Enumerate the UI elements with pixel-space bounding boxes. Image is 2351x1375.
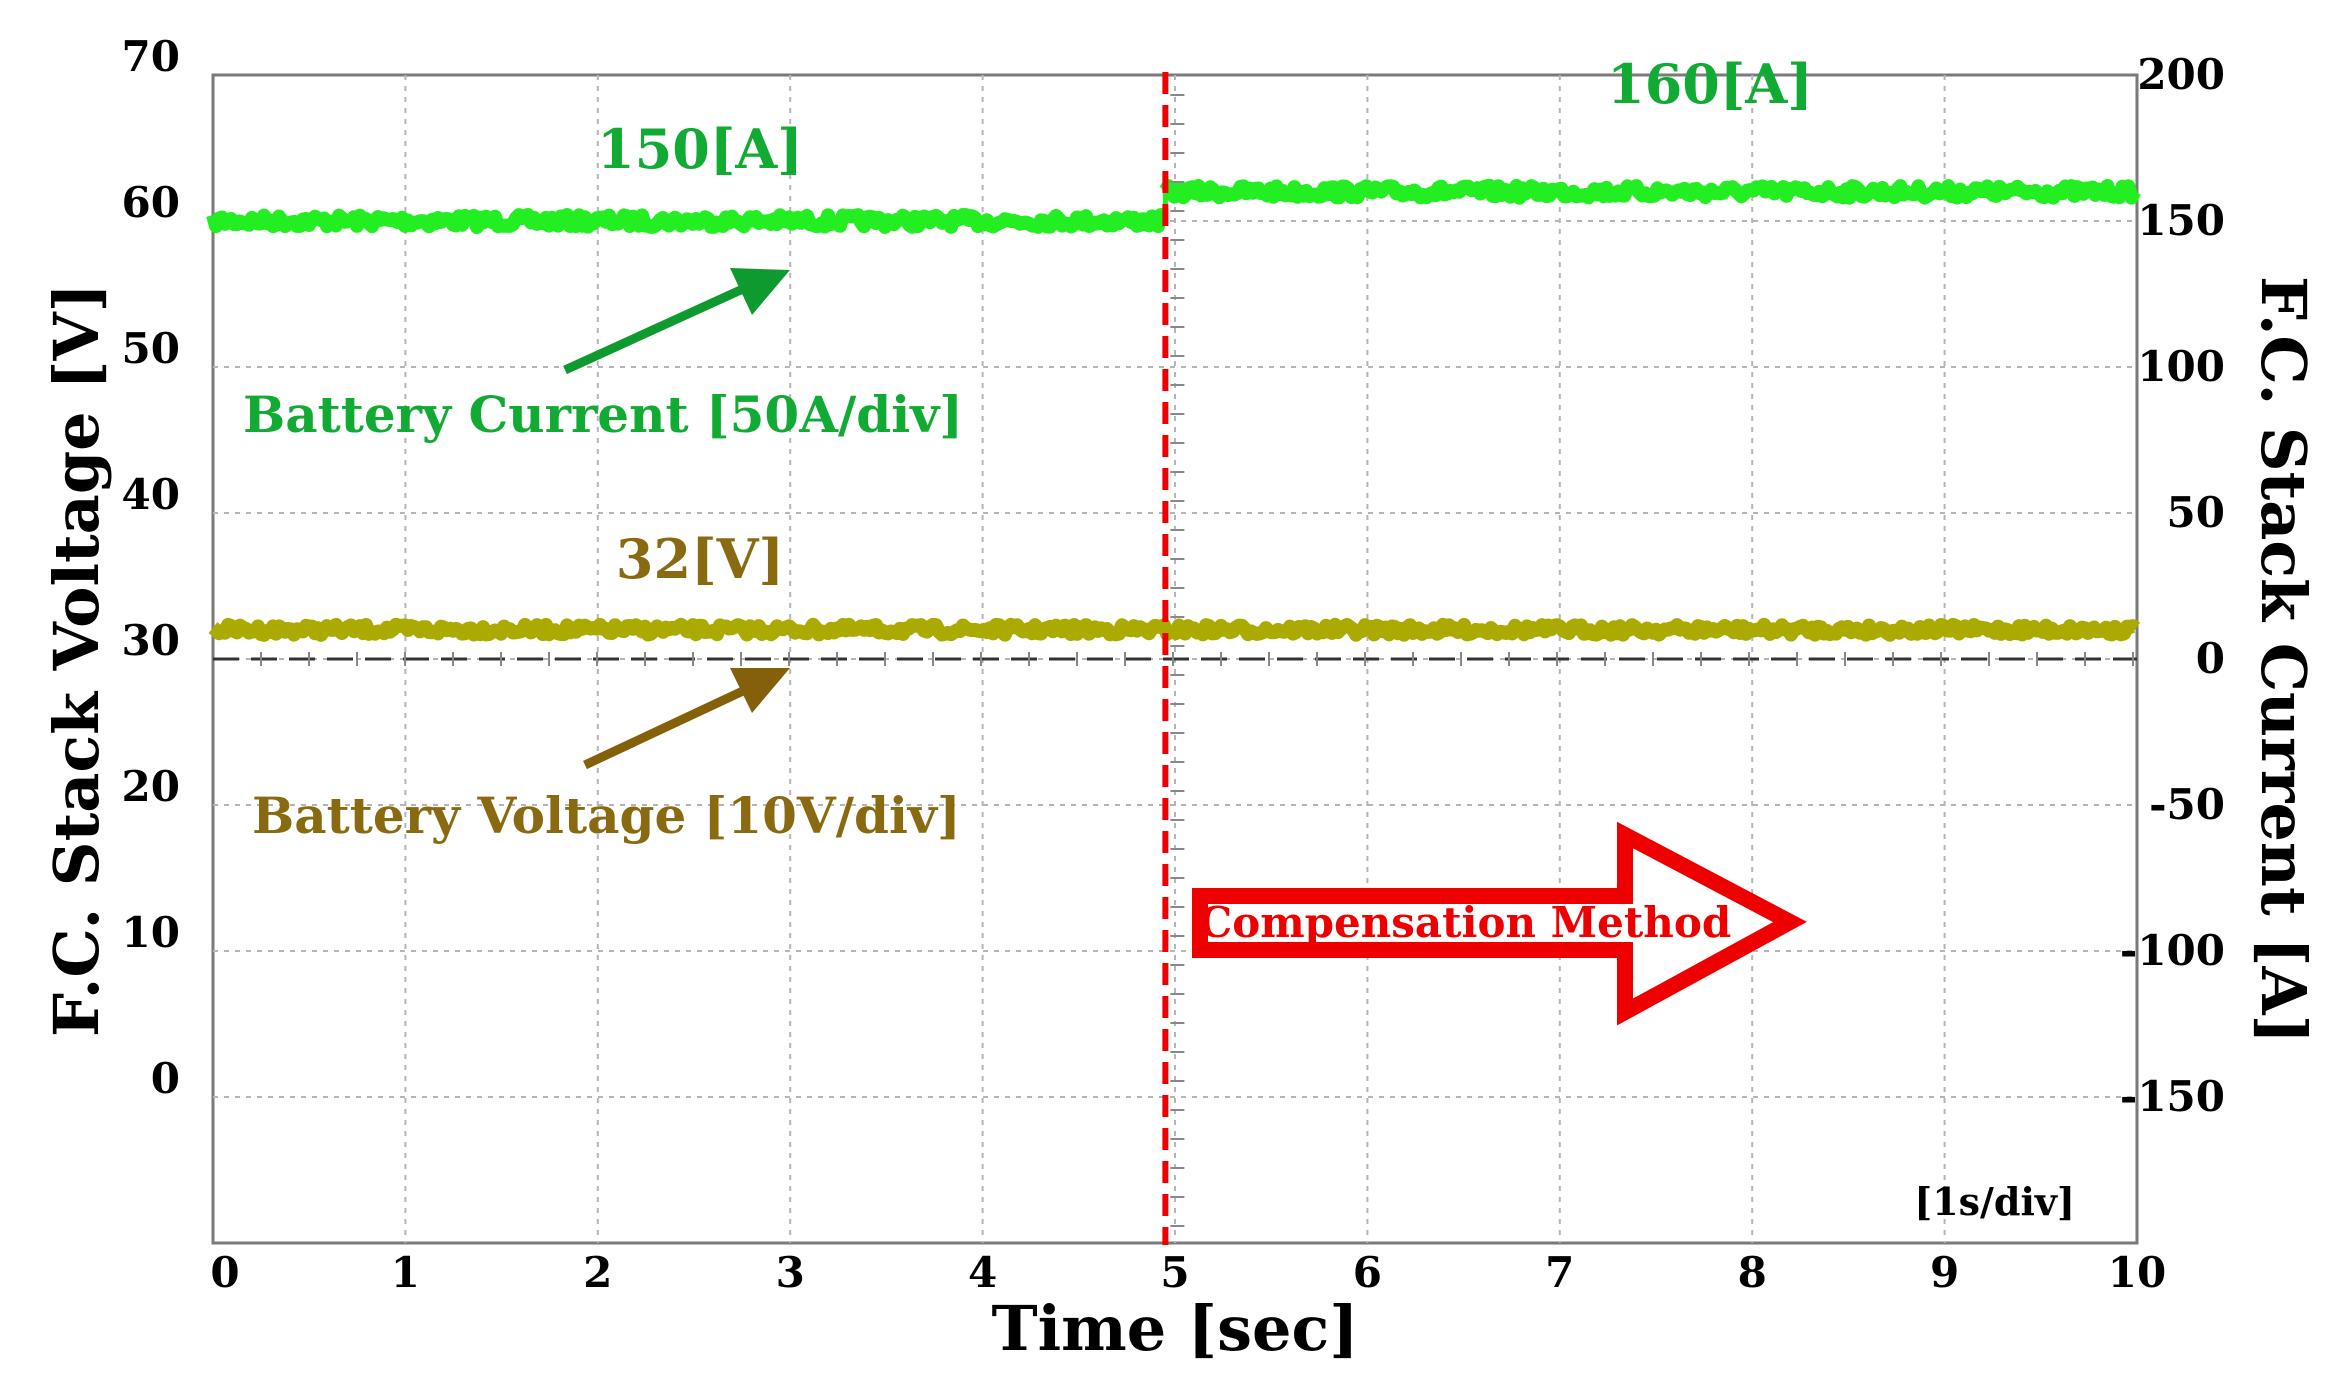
x-tick-label: 2 bbox=[583, 1248, 612, 1297]
ticks-group bbox=[260, 94, 2134, 1227]
compensation-method-label: Compensation Method bbox=[1199, 898, 1731, 947]
series-0-segment-0 bbox=[206, 208, 1168, 234]
y-right-tick-label: -100 bbox=[2120, 926, 2225, 975]
y-left-tick-label: 0 bbox=[151, 1054, 180, 1103]
series-0-segment-1 bbox=[1159, 178, 2141, 205]
y-left-axis-title: F.C. Stack Voltage [V] bbox=[40, 283, 113, 1037]
current-after-label: 160[A] bbox=[1607, 52, 1813, 116]
x-tick-label: 4 bbox=[968, 1248, 997, 1297]
x-axis-title: Time [sec] bbox=[991, 1292, 1358, 1365]
current-before-label: 150[A] bbox=[597, 117, 803, 181]
x-tick-label: 8 bbox=[1738, 1248, 1767, 1297]
series-1-segment-0 bbox=[208, 617, 2141, 642]
y-right-axis-title: F.C. Stack Current [A] bbox=[2247, 276, 2320, 1044]
y-left-tick-label: 30 bbox=[122, 616, 180, 665]
y-right-tick-label: 150 bbox=[2137, 196, 2225, 245]
y-left-tick-label: 10 bbox=[122, 908, 180, 957]
y-left-tick-label: 20 bbox=[122, 762, 180, 811]
y-left-tick-label: 40 bbox=[122, 470, 180, 519]
x-tick-label: 0 bbox=[210, 1248, 239, 1297]
x-tick-label: 3 bbox=[776, 1248, 805, 1297]
x-tick-label: 7 bbox=[1545, 1248, 1574, 1297]
x-tick-label: 10 bbox=[2108, 1248, 2166, 1297]
compensation-arrow bbox=[1192, 821, 1807, 1026]
series-group bbox=[206, 178, 2141, 642]
time-division-note: [1s/div] bbox=[1914, 1179, 2075, 1224]
y-right-tick-label: 50 bbox=[2167, 488, 2225, 537]
voltage-arrow bbox=[583, 668, 790, 770]
voltage-value-label: 32[V] bbox=[616, 527, 784, 591]
y-left-tick-label: 50 bbox=[122, 324, 180, 373]
tick-labels: 0 1 2 3 4 5 6 7 8 9 10706050403020100200150100500-… bbox=[122, 32, 2225, 1297]
y-right-tick-label: -50 bbox=[2149, 780, 2225, 829]
x-tick-label: 6 bbox=[1353, 1248, 1382, 1297]
y-right-tick-label: 0 bbox=[2196, 634, 2225, 683]
voltage-series-label: Battery Voltage [10V/div] bbox=[252, 786, 961, 845]
y-left-tick-label: 70 bbox=[122, 32, 180, 81]
y-left-tick-label: 60 bbox=[122, 178, 180, 227]
current-series-label: Battery Current [50A/div] bbox=[243, 385, 963, 444]
x-tick-label: 5 bbox=[1160, 1248, 1189, 1297]
y-right-tick-label: 200 bbox=[2137, 50, 2225, 99]
x-tick-label: 1 bbox=[391, 1248, 420, 1297]
y-right-tick-label: 100 bbox=[2137, 342, 2225, 391]
current-arrow bbox=[563, 268, 790, 375]
y-right-tick-label: -150 bbox=[2120, 1072, 2225, 1121]
x-tick-label: 9 bbox=[1930, 1248, 1959, 1297]
